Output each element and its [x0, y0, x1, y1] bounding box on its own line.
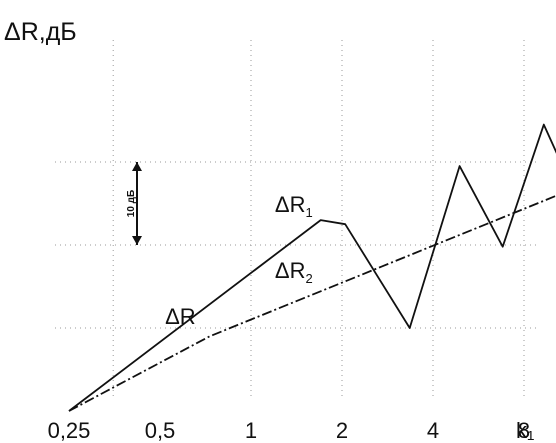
scale-bar-arrow-down-icon	[132, 236, 142, 245]
curve-label: ΔR2	[275, 258, 313, 286]
curve-label: ΔR	[165, 304, 196, 329]
annotations: ΔR ΔR1 ΔR2	[165, 192, 313, 329]
x-tick-labels: 0,25 0,5 1 2 4 8	[48, 418, 531, 443]
scale-bar-label: 10 дБ	[126, 190, 137, 217]
x-tick-label: 4	[427, 418, 439, 443]
scale-bar-arrow-up-icon	[132, 162, 142, 171]
grid	[55, 40, 540, 400]
x-axis-label: k₁	[516, 418, 534, 443]
x-tick-label: 2	[336, 418, 348, 443]
x-tick-label: 1	[245, 418, 257, 443]
x-tick-label: 0,25	[48, 418, 91, 443]
x-tick-label: 8	[518, 418, 530, 443]
curve-delta-r-dashed	[68, 194, 556, 412]
curve-delta-r1-solid	[68, 123, 556, 412]
x-tick-label: 0,5	[145, 418, 176, 443]
scale-bar: 10 дБ	[126, 162, 142, 245]
y-axis-label: ΔR,дБ	[4, 18, 77, 46]
curve-label: ΔR1	[275, 192, 313, 220]
curves	[68, 123, 556, 412]
